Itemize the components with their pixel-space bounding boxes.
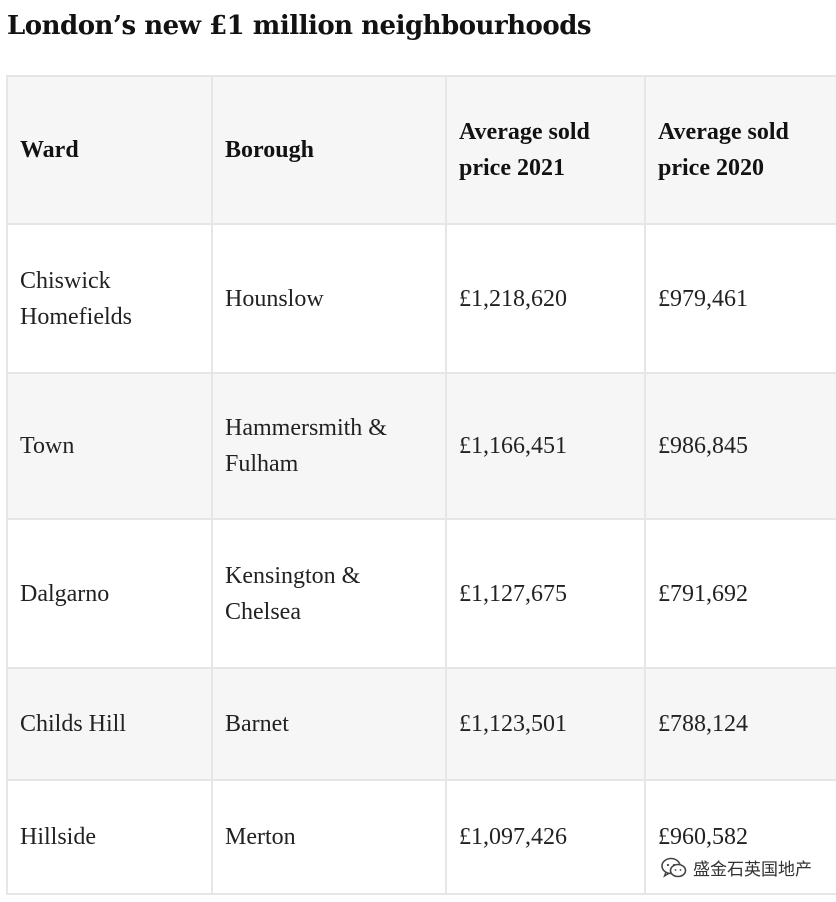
table-row: Childs Hill Barnet £1,123,501 £788,124 bbox=[6, 667, 836, 781]
cell-ward: Town bbox=[6, 372, 213, 520]
cell-ward: Childs Hill bbox=[6, 667, 213, 781]
cell-borough: Barnet bbox=[211, 667, 447, 781]
table-row: Dalgarno Kensington & Chelsea £1,127,675… bbox=[6, 518, 836, 669]
cell-price-2020: £986,845 bbox=[644, 372, 836, 520]
table-row: Town Hammersmith & Fulham £1,166,451 £98… bbox=[6, 372, 836, 520]
table-row: Chiswick Homefields Hounslow £1,218,620 … bbox=[6, 223, 836, 374]
watermark-text: 盛金石英国地产 bbox=[693, 860, 812, 880]
column-header-price-2021: Average sold price 2021 bbox=[445, 75, 646, 225]
table-row: Hillside Merton £1,097,426 £960,582 bbox=[6, 779, 836, 895]
data-table: Ward Borough Average sold price 2021 Ave… bbox=[6, 75, 836, 895]
cell-price-2021: £1,127,675 bbox=[445, 518, 646, 669]
column-header-ward: Ward bbox=[6, 75, 213, 225]
cell-price-2021: £1,123,501 bbox=[445, 667, 646, 781]
cell-price-2020: £791,692 bbox=[644, 518, 836, 669]
watermark: 盛金石英国地产 bbox=[661, 855, 812, 880]
cell-price-2020: £788,124 bbox=[644, 667, 836, 781]
cell-price-2021: £1,166,451 bbox=[445, 372, 646, 520]
cell-price-2021: £1,218,620 bbox=[445, 223, 646, 374]
cell-price-2021: £1,097,426 bbox=[445, 779, 646, 895]
cell-borough: Merton bbox=[211, 779, 447, 895]
wechat-icon bbox=[661, 857, 687, 879]
cell-borough: Hounslow bbox=[211, 223, 447, 374]
table-header-row: Ward Borough Average sold price 2021 Ave… bbox=[6, 75, 836, 225]
cell-ward: Dalgarno bbox=[6, 518, 213, 669]
cell-ward: Hillside bbox=[6, 779, 213, 895]
column-header-price-2020: Average sold price 2020 bbox=[644, 75, 836, 225]
page-title: London’s new £1 million neighbourhoods bbox=[7, 11, 592, 41]
column-header-borough: Borough bbox=[211, 75, 447, 225]
cell-price-2020: £979,461 bbox=[644, 223, 836, 374]
cell-borough: Hammersmith & Fulham bbox=[211, 372, 447, 520]
cell-price-2020: £960,582 bbox=[644, 779, 836, 895]
cell-borough: Kensington & Chelsea bbox=[211, 518, 447, 669]
data-table-container: Ward Borough Average sold price 2021 Ave… bbox=[6, 75, 836, 895]
cell-ward: Chiswick Homefields bbox=[6, 223, 213, 374]
